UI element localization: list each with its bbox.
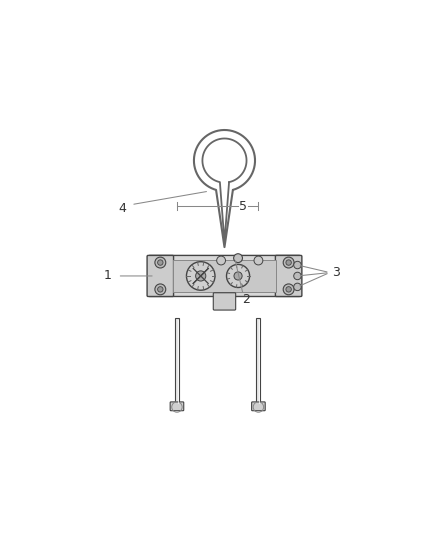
Text: 1: 1 (103, 270, 111, 282)
Circle shape (158, 260, 163, 265)
Text: 4: 4 (119, 201, 127, 215)
FancyBboxPatch shape (170, 402, 184, 411)
Circle shape (158, 287, 163, 292)
Circle shape (286, 287, 291, 292)
Bar (256, 318, 261, 402)
Bar (173, 260, 276, 292)
Circle shape (155, 284, 166, 295)
FancyBboxPatch shape (147, 255, 173, 296)
FancyBboxPatch shape (149, 255, 300, 296)
Circle shape (187, 262, 215, 290)
Circle shape (283, 284, 294, 295)
FancyBboxPatch shape (251, 402, 265, 411)
Circle shape (283, 257, 294, 268)
Bar (175, 318, 179, 402)
Text: 3: 3 (332, 266, 340, 279)
Circle shape (217, 256, 226, 265)
FancyBboxPatch shape (213, 293, 236, 310)
Circle shape (294, 283, 301, 290)
Text: 2: 2 (243, 293, 251, 306)
Circle shape (294, 272, 301, 280)
Circle shape (233, 254, 243, 263)
FancyBboxPatch shape (276, 255, 302, 296)
Circle shape (155, 257, 166, 268)
Circle shape (226, 264, 250, 287)
Circle shape (286, 260, 291, 265)
Circle shape (234, 272, 242, 280)
Circle shape (294, 261, 301, 269)
Circle shape (254, 256, 263, 265)
Circle shape (196, 271, 206, 281)
Text: 5: 5 (239, 200, 247, 213)
